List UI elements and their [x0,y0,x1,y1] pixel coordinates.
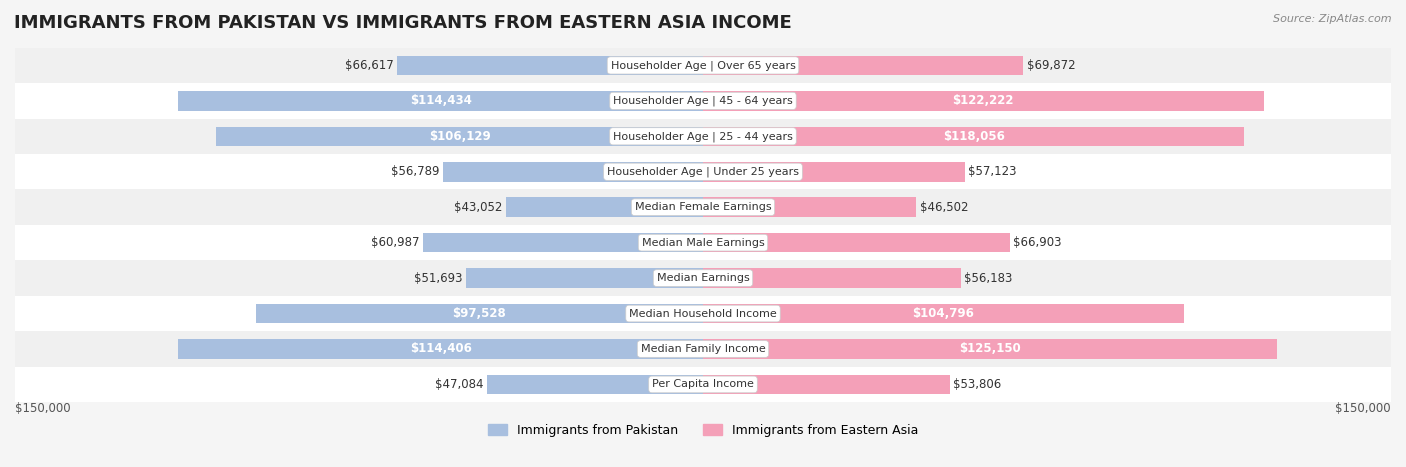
Text: $125,150: $125,150 [959,342,1021,355]
Bar [703,269,960,288]
Text: IMMIGRANTS FROM PAKISTAN VS IMMIGRANTS FROM EASTERN ASIA INCOME: IMMIGRANTS FROM PAKISTAN VS IMMIGRANTS F… [14,14,792,32]
Text: Median Family Income: Median Family Income [641,344,765,354]
Text: Median Earnings: Median Earnings [657,273,749,283]
Text: Per Capita Income: Per Capita Income [652,380,754,389]
Text: Householder Age | Under 25 years: Householder Age | Under 25 years [607,167,799,177]
Text: $150,000: $150,000 [15,402,70,415]
Text: $104,796: $104,796 [912,307,974,320]
Text: $46,502: $46,502 [920,201,969,214]
Bar [703,233,1010,252]
Text: $53,806: $53,806 [953,378,1001,391]
Text: $56,789: $56,789 [391,165,439,178]
Bar [465,269,703,288]
Text: $97,528: $97,528 [453,307,506,320]
Bar [15,83,1391,119]
Text: $47,084: $47,084 [434,378,484,391]
Bar [179,91,703,111]
Bar [486,375,703,394]
Bar [703,339,1277,359]
Text: $57,123: $57,123 [969,165,1017,178]
Bar [15,154,1391,190]
Bar [703,304,1184,323]
Bar [15,225,1391,261]
Bar [179,339,703,359]
Bar [443,162,703,182]
Bar [15,296,1391,331]
Text: Median Male Earnings: Median Male Earnings [641,238,765,248]
Bar [15,331,1391,367]
Text: $150,000: $150,000 [1336,402,1391,415]
Bar [398,56,703,75]
Text: Householder Age | 25 - 44 years: Householder Age | 25 - 44 years [613,131,793,142]
Bar [423,233,703,252]
Text: Median Female Earnings: Median Female Earnings [634,202,772,212]
Bar [703,162,965,182]
Bar [703,375,950,394]
Text: $114,434: $114,434 [409,94,471,107]
Text: $60,987: $60,987 [371,236,420,249]
Bar [703,198,917,217]
Bar [15,190,1391,225]
Text: $51,693: $51,693 [413,272,463,284]
Bar [15,48,1391,83]
Bar [15,367,1391,402]
Bar [703,91,1264,111]
Bar [256,304,703,323]
Bar [506,198,703,217]
Text: $56,183: $56,183 [965,272,1012,284]
Text: $66,617: $66,617 [346,59,394,72]
Bar [15,261,1391,296]
Text: $43,052: $43,052 [454,201,502,214]
Text: Median Household Income: Median Household Income [628,309,778,318]
Text: $118,056: $118,056 [943,130,1005,143]
Bar [703,56,1024,75]
Text: Source: ZipAtlas.com: Source: ZipAtlas.com [1274,14,1392,24]
Text: $69,872: $69,872 [1026,59,1076,72]
Text: Householder Age | Over 65 years: Householder Age | Over 65 years [610,60,796,71]
Text: $106,129: $106,129 [429,130,491,143]
Text: Householder Age | 45 - 64 years: Householder Age | 45 - 64 years [613,96,793,106]
Legend: Immigrants from Pakistan, Immigrants from Eastern Asia: Immigrants from Pakistan, Immigrants fro… [484,419,922,442]
Bar [15,119,1391,154]
Text: $66,903: $66,903 [1014,236,1062,249]
Bar [703,127,1244,146]
Text: $114,406: $114,406 [409,342,471,355]
Text: $122,222: $122,222 [952,94,1014,107]
Bar [217,127,703,146]
